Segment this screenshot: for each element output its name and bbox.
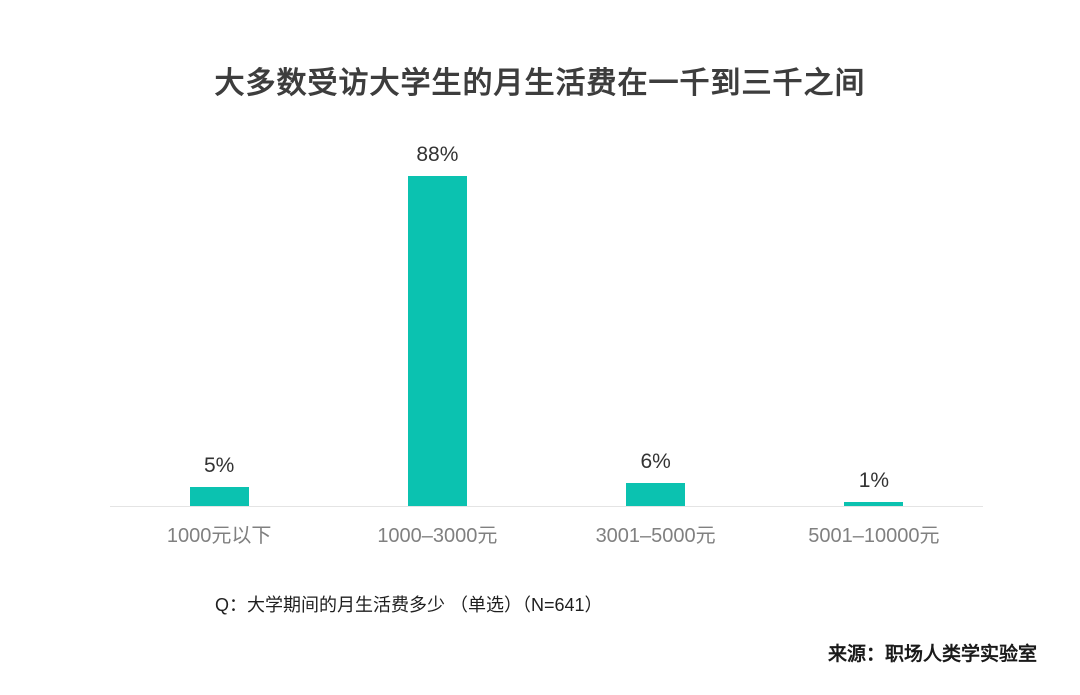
bar (626, 483, 686, 506)
survey-question: Q：大学期间的月生活费多少 （单选）（N=641） (215, 595, 603, 615)
bar-column: 1% (765, 140, 983, 506)
bar-value-label: 1% (858, 468, 890, 492)
bar-value-label: 88% (416, 142, 459, 166)
bar (189, 487, 249, 506)
bar-value-label: 6% (640, 449, 671, 473)
bar-column: 5% (110, 140, 328, 506)
x-axis-tick-label: 5001–10000元 (808, 525, 940, 547)
bar-chart: 5% 88% 6% 1% 1000元以下 1000–3000元 3001–5000元 500… (110, 140, 983, 548)
chart-title: 大多数受访大学生的月生活费在一千到三千之间 (214, 67, 866, 100)
bar-column: 88% (328, 140, 546, 506)
x-axis-tick-label: 1000元以下 (166, 525, 272, 547)
x-axis-tick-label: 3001–5000元 (595, 525, 716, 547)
x-axis-labels: 1000元以下 1000–3000元 3001–5000元 5001–10000元 (110, 507, 983, 548)
bar-value-label: 5% (203, 453, 235, 477)
x-axis-tick-label: 1000–3000元 (377, 525, 498, 547)
source-label: 来源：职场人类学实验室 (827, 644, 1037, 665)
x-axis-line (110, 506, 983, 507)
bars-area: 5% 88% 6% 1% (110, 140, 983, 506)
bar (407, 176, 467, 506)
bar-column: 6% (547, 140, 765, 506)
bar (844, 502, 904, 506)
